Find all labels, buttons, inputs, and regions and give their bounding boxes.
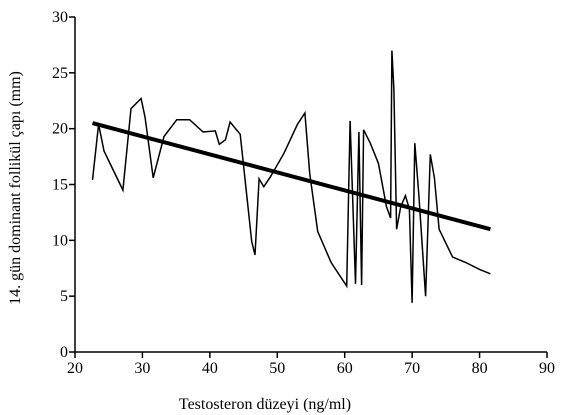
y-tick-label: 30 [52,9,68,26]
x-axis-title: Testosteron düzeyi (ng/ml) [179,396,351,413]
y-tick-label: 0 [60,344,68,361]
x-tick-label: 40 [202,360,218,377]
x-tick-label: 30 [134,360,150,377]
x-tick-label: 80 [472,360,488,377]
y-tick-label: 20 [52,121,68,138]
plot-area: 0 5 10 15 20 25 30 20 30 40 50 60 70 80 90 [52,9,555,377]
x-tick-label: 70 [404,360,420,377]
trend-line [91,121,491,232]
x-tick-label: 90 [539,360,555,377]
x-tick-label: 60 [337,360,353,377]
y-tick-label: 15 [52,177,68,194]
y-tick-label: 25 [52,65,68,82]
x-tick-label: 20 [67,360,83,377]
y-tick-label: 5 [60,288,68,305]
x-tick-label: 50 [269,360,285,377]
y-tick-label: 10 [52,232,68,249]
y-axis-title: 14. gün dominant follikül çapı (mm) [7,71,24,305]
data-series-line [91,50,491,303]
